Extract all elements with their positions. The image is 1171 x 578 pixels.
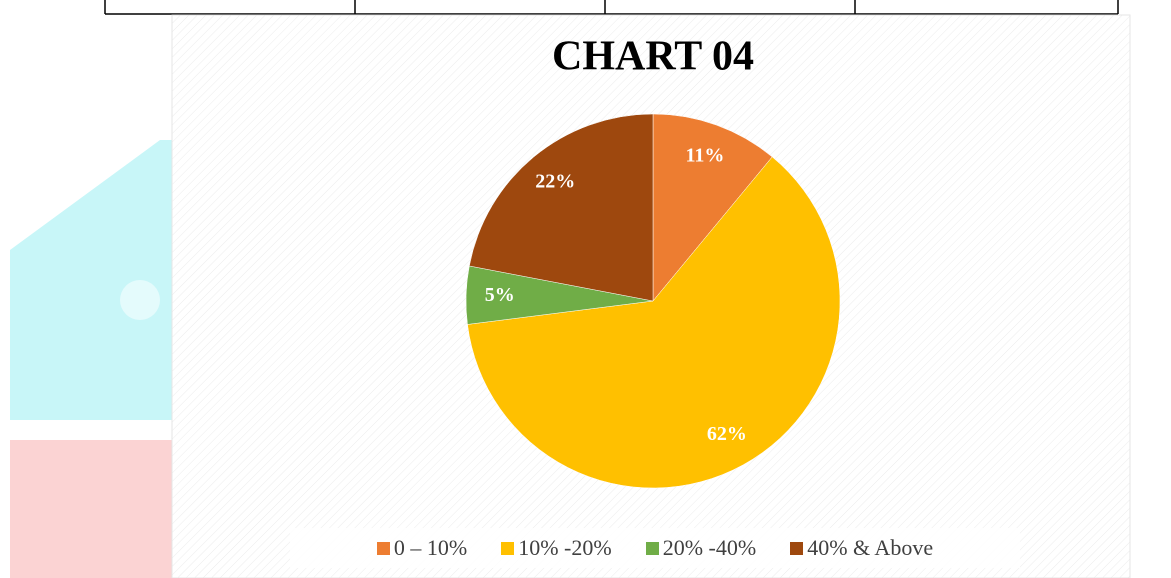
data-label: 62% bbox=[707, 423, 747, 445]
pie-slice bbox=[467, 156, 841, 489]
chart-title: CHART 04 bbox=[552, 34, 754, 80]
legend-item: 20% -40% bbox=[645, 535, 757, 561]
legend: 0 – 10% 10% -20% 20% -40% 40% & Above bbox=[290, 528, 1020, 568]
watermark bbox=[10, 140, 172, 578]
legend-label: 0 – 10% bbox=[393, 535, 468, 560]
legend-swatch bbox=[501, 541, 515, 555]
legend-item: 0 – 10% bbox=[376, 535, 468, 561]
pie-slice bbox=[652, 113, 773, 302]
legend-swatch bbox=[645, 541, 659, 555]
legend-swatch bbox=[376, 541, 390, 555]
data-label: 5% bbox=[485, 284, 515, 306]
top-table bbox=[104, 0, 1119, 15]
legend-label: 20% -40% bbox=[662, 535, 757, 560]
legend-item: 40% & Above bbox=[790, 535, 933, 561]
legend-swatch bbox=[790, 541, 804, 555]
data-label: 22% bbox=[535, 170, 575, 192]
legend-label: 40% & Above bbox=[807, 535, 934, 560]
pie-slice bbox=[469, 113, 654, 302]
legend-label: 10% -20% bbox=[518, 535, 612, 560]
legend-item: 10% -20% bbox=[501, 535, 612, 561]
data-label: 11% bbox=[685, 144, 724, 166]
